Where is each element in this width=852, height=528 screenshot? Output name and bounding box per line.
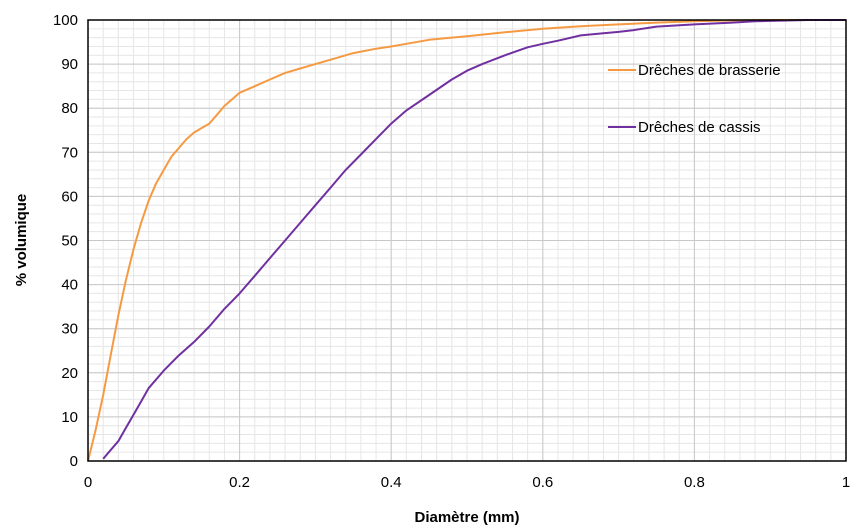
x-axis-title: Diamètre (mm) — [414, 509, 519, 526]
y-tick-label: 40 — [61, 277, 78, 294]
y-axis-title: % volumique — [13, 194, 30, 287]
legend-label-2: Drêches de cassis — [638, 119, 761, 136]
y-tick-labels: 0 10 20 30 40 50 60 70 80 90 100 — [53, 12, 78, 470]
y-tick-label: 60 — [61, 188, 78, 205]
x-tick-labels: 0 0.2 0.4 0.6 0.8 1 — [84, 474, 850, 491]
y-tick-label: 20 — [61, 365, 78, 382]
series-line-2 — [102, 19, 846, 460]
x-tick-label: 0.8 — [684, 474, 705, 491]
legend: Drêches de brasserie Drêches de cassis — [608, 62, 781, 136]
x-tick-label: 1 — [842, 474, 850, 491]
x-tick-label: 0.4 — [381, 474, 402, 491]
plot-frame — [87, 19, 847, 462]
y-tick-label: 90 — [61, 56, 78, 73]
legend-label-1: Drêches de brasserie — [638, 62, 781, 79]
y-tick-label: 10 — [61, 409, 78, 426]
x-tick-label: 0.6 — [532, 474, 553, 491]
x-tick-label: 0 — [84, 474, 92, 491]
y-tick-label: 0 — [70, 453, 78, 470]
y-tick-label: 100 — [53, 12, 78, 29]
y-tick-label: 50 — [61, 233, 78, 250]
x-tick-label: 0.2 — [229, 474, 250, 491]
y-tick-label: 30 — [61, 321, 78, 338]
series-line-1 — [87, 19, 846, 462]
y-tick-label: 80 — [61, 100, 78, 117]
y-tick-label: 70 — [61, 144, 78, 161]
series-lines — [87, 19, 846, 462]
